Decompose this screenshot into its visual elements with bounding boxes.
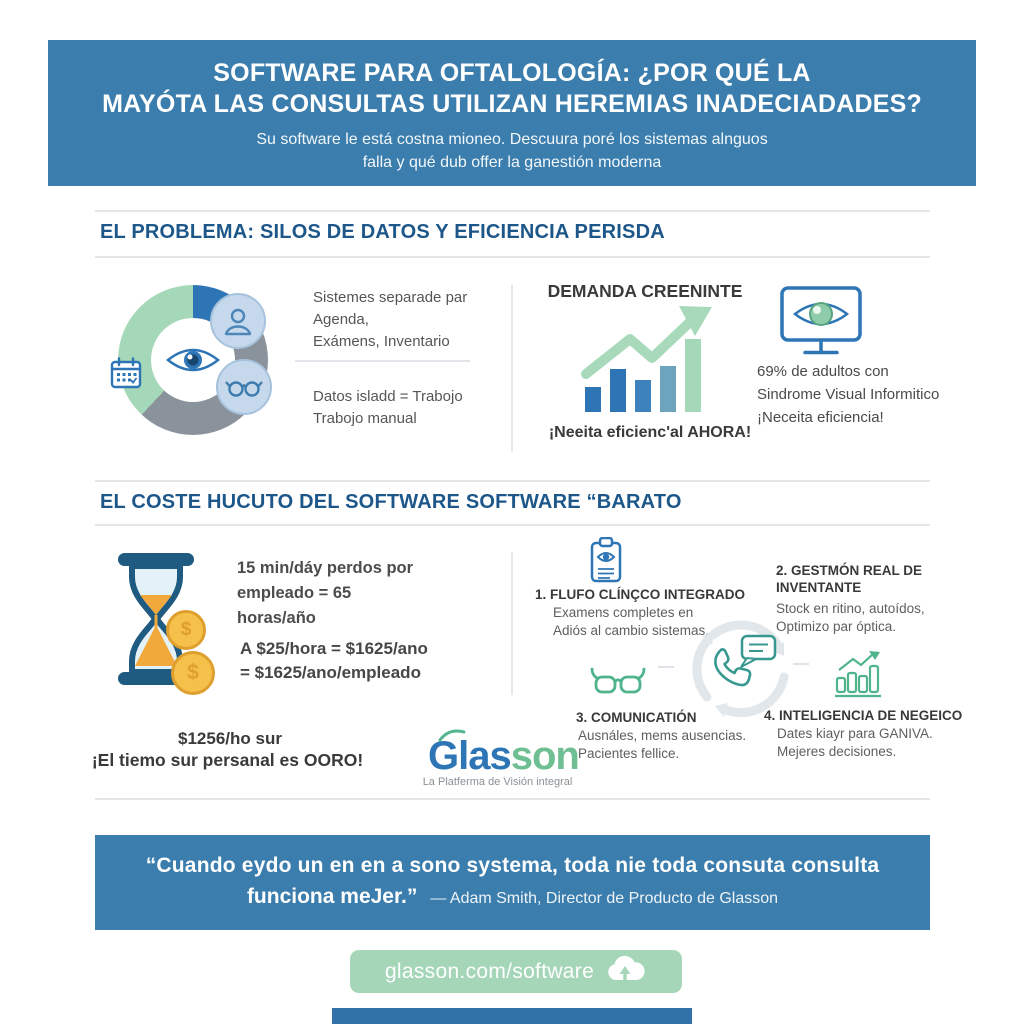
quote-attribution: — Adam Smith, Director de Producto de Gl… bbox=[430, 890, 779, 907]
systems-line: Exámens, Inventario bbox=[313, 333, 450, 350]
time-line: horas/año bbox=[237, 609, 316, 627]
logo-part-blue: Glas bbox=[428, 734, 512, 778]
time-lost-text: 15 min/dáy perdos por empleado = 65 hora… bbox=[237, 556, 467, 631]
divider bbox=[95, 256, 930, 258]
glasson-logo: Glasson bbox=[428, 734, 580, 779]
feature-1-desc: Examens completes en Adiós al cambio sis… bbox=[553, 604, 728, 640]
feature-2-desc: Stock en ritino, autoídos, Optimizo par … bbox=[776, 600, 976, 636]
monitor-eye-icon bbox=[779, 285, 863, 364]
feature-line: Adiós al cambio sistemas. bbox=[553, 623, 710, 638]
website-url[interactable]: glasson.com/software bbox=[384, 959, 595, 983]
feature-3-desc: Ausnáles, mems ausencias. Pacientes fell… bbox=[578, 727, 768, 763]
systems-line: Agenda, bbox=[313, 311, 369, 328]
feature-4-title: 4. INTELIGENCIA DE NEGEICO bbox=[764, 708, 963, 723]
feature-3-title: 3. COMUNICATIÓN bbox=[576, 710, 697, 725]
time-gold-highlight: ¡El tiemo sur persanal es OORO! bbox=[91, 750, 364, 770]
divider bbox=[95, 524, 930, 526]
stat-line: ¡Neceita eficiencia! bbox=[757, 409, 884, 426]
header-banner: SOFTWARE PARA OFTALOLOGÍA: ¿POR QUÉ LA M… bbox=[48, 40, 976, 186]
quote-line2: funciona meJer.” — Adam Smith, Director … bbox=[95, 885, 930, 909]
cost-highlight: $1256/ho sur bbox=[178, 729, 282, 748]
donut-chart bbox=[110, 285, 272, 435]
cycle-phone-chat-icon bbox=[686, 614, 796, 729]
website-link-pill[interactable]: glasson.com/software bbox=[350, 950, 682, 993]
systems-line: Sistemes separade par bbox=[313, 289, 468, 306]
eye-icon bbox=[165, 344, 221, 381]
feature-line: Mejeres decisiones. bbox=[777, 744, 897, 759]
data-line: Trabojo manual bbox=[313, 410, 417, 427]
bottom-accent-bar bbox=[332, 1008, 692, 1024]
feature-4-desc: Dates kiayr para GANIVA. Mejeres decisio… bbox=[777, 725, 967, 761]
hourglass-icon bbox=[112, 553, 200, 690]
vertical-divider bbox=[511, 285, 513, 452]
feature-line: Pacientes fellice. bbox=[578, 746, 680, 761]
demand-bar bbox=[660, 366, 676, 412]
growth-arrow-icon bbox=[578, 298, 718, 388]
vertical-divider bbox=[511, 552, 513, 695]
demand-bar bbox=[585, 387, 601, 412]
logo-tagline: La Platferma de Visión integral bbox=[422, 776, 573, 788]
quote-banner: “Cuando eydo un en en a sono systema, to… bbox=[95, 835, 930, 930]
header-subtitle-line1: Su software le está costna mioneo. Descu… bbox=[256, 131, 768, 148]
quote-ending: funciona meJer.” bbox=[246, 885, 418, 908]
header-title-line1: SOFTWARE PARA OFTALOLOGÍA: ¿POR QUÉ LA bbox=[213, 59, 811, 87]
logo-swoosh-icon bbox=[437, 727, 467, 748]
cost-line: A $25/hora = $1625/ano bbox=[240, 639, 428, 658]
logo-part-green: son bbox=[510, 734, 580, 778]
demand-bar bbox=[610, 369, 626, 412]
calendar-icon bbox=[110, 357, 142, 394]
coin-icon: $ bbox=[171, 651, 215, 695]
demand-bar bbox=[685, 339, 701, 412]
demand-bar bbox=[635, 380, 651, 412]
feature-line: Stock en ritino, autoídos, bbox=[776, 601, 925, 616]
time-line: 15 min/dáy perdos por bbox=[237, 559, 414, 577]
stat-line: 69% de adultos con bbox=[757, 363, 889, 380]
header-title-line2: MAYÓTA LAS CONSULTAS UTILIZAN HEREMIAS I… bbox=[102, 90, 922, 118]
growth-chart-icon bbox=[835, 650, 885, 703]
data-line: Datos isladd = Trabojo bbox=[313, 388, 463, 405]
divider bbox=[295, 360, 470, 362]
demand-caption: ¡Neeita eficienc'al AHORA! bbox=[548, 424, 752, 441]
feature-2-title: 2. GESTMÓN REAL DE INVENTANTE bbox=[776, 563, 923, 595]
feature-line: Dates kiayr para GANIVA. bbox=[777, 726, 933, 741]
divider bbox=[95, 210, 930, 212]
coin-icon: $ bbox=[166, 610, 206, 650]
header-subtitle-line2: falla y qué dub offer la ganestión moder… bbox=[362, 154, 662, 171]
feature-1-title: 1. FLUFO CLÍNÇCO INTEGRADO bbox=[535, 587, 745, 602]
glasses-icon bbox=[216, 359, 272, 415]
data-silos-text: Datos isladd = Trabojo Trabojo manual bbox=[313, 386, 493, 430]
systems-text: Sistemes separade par Agenda, Exámens, I… bbox=[313, 287, 493, 353]
coin-symbol: $ bbox=[187, 661, 199, 684]
stat-text: 69% de adultos con Sindrome Visual Infor… bbox=[757, 360, 977, 429]
coin-symbol: $ bbox=[180, 619, 192, 640]
section-problem-title: EL PROBLEMA: SILOS DE DATOS Y EFICIENCIA… bbox=[100, 221, 665, 243]
stat-line: Sindrome Visual Informitico bbox=[757, 386, 940, 403]
connector-dash bbox=[793, 663, 809, 665]
cost-line: = $1625/ano/empleado bbox=[240, 663, 421, 682]
section-cost-title: EL COSTE HUCUTO DEL SOFTWARE SOFTWARE “B… bbox=[100, 491, 682, 513]
demand-heading: DEMANDA CREENINTE bbox=[547, 281, 743, 301]
feature-line: Examens completes en bbox=[553, 605, 694, 620]
person-icon bbox=[210, 293, 266, 349]
green-glasses-icon bbox=[590, 662, 646, 709]
divider bbox=[95, 798, 930, 800]
clipboard-eye-icon bbox=[588, 536, 624, 590]
time-line: empleado = 65 bbox=[237, 584, 352, 602]
feature-line: Optimizo par óptica. bbox=[776, 619, 897, 634]
feature-line: Ausnáles, mems ausencias. bbox=[578, 728, 747, 743]
cost-text: A $25/hora = $1625/ano = $1625/ano/emple… bbox=[240, 637, 480, 685]
quote-line1: “Cuando eydo un en en a sono systema, to… bbox=[145, 854, 880, 877]
demand-bar-chart bbox=[585, 337, 715, 412]
cloud-upload-icon bbox=[605, 954, 647, 989]
divider bbox=[95, 480, 930, 482]
connector-dash bbox=[658, 666, 674, 668]
